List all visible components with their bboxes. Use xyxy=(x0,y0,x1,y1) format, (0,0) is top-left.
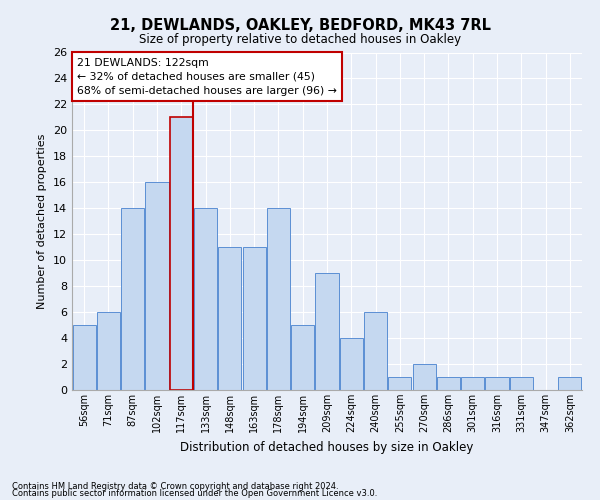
Text: Contains public sector information licensed under the Open Government Licence v3: Contains public sector information licen… xyxy=(12,490,377,498)
Bar xyxy=(559,377,581,390)
Bar xyxy=(145,182,169,390)
Bar xyxy=(461,377,484,390)
Text: 21 DEWLANDS: 122sqm
← 32% of detached houses are smaller (45)
68% of semi-detach: 21 DEWLANDS: 122sqm ← 32% of detached ho… xyxy=(77,58,337,96)
Bar xyxy=(218,247,241,390)
Bar xyxy=(510,377,533,390)
Text: 21, DEWLANDS, OAKLEY, BEDFORD, MK43 7RL: 21, DEWLANDS, OAKLEY, BEDFORD, MK43 7RL xyxy=(110,18,491,32)
Bar xyxy=(485,377,509,390)
X-axis label: Distribution of detached houses by size in Oakley: Distribution of detached houses by size … xyxy=(181,440,473,454)
Bar xyxy=(194,208,217,390)
Bar xyxy=(316,273,338,390)
Text: Size of property relative to detached houses in Oakley: Size of property relative to detached ho… xyxy=(139,32,461,46)
Text: Contains HM Land Registry data © Crown copyright and database right 2024.: Contains HM Land Registry data © Crown c… xyxy=(12,482,338,491)
Bar xyxy=(242,247,266,390)
Bar xyxy=(388,377,412,390)
Y-axis label: Number of detached properties: Number of detached properties xyxy=(37,134,47,309)
Bar xyxy=(170,118,193,390)
Bar xyxy=(340,338,363,390)
Bar xyxy=(267,208,290,390)
Bar xyxy=(413,364,436,390)
Bar xyxy=(437,377,460,390)
Bar xyxy=(364,312,387,390)
Bar xyxy=(291,325,314,390)
Bar xyxy=(97,312,120,390)
Bar xyxy=(73,325,95,390)
Bar xyxy=(121,208,144,390)
